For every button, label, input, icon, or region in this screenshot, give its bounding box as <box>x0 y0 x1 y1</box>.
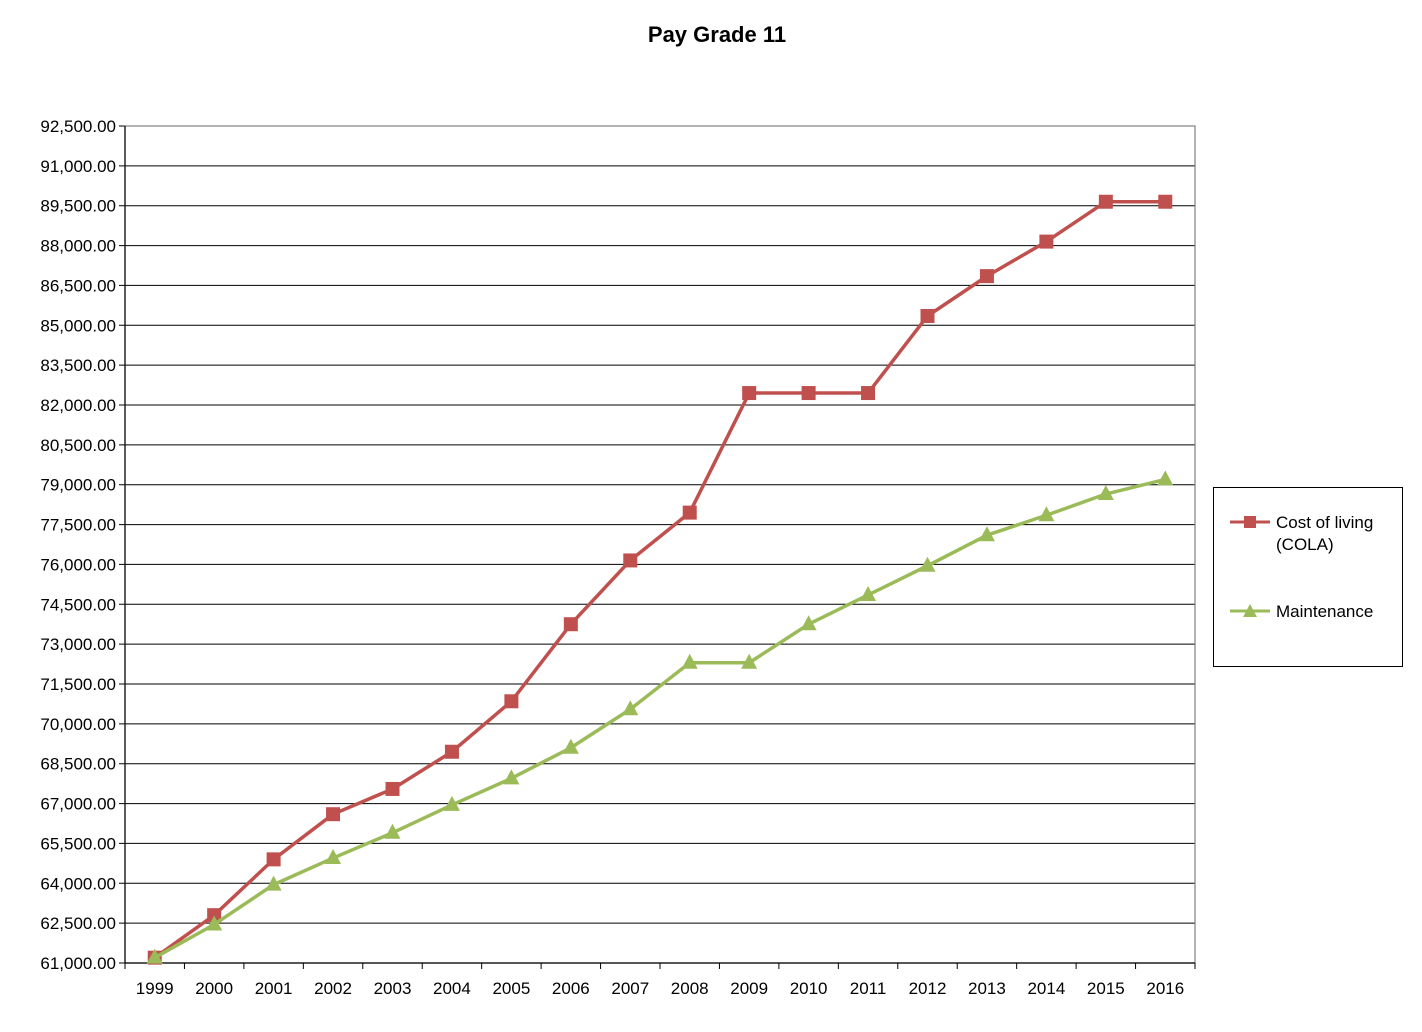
x-tick-label-2000: 2000 <box>195 979 233 998</box>
y-tick-label-3: 65,500.00 <box>40 834 116 853</box>
legend: Cost of living (COLA) Maintenance <box>1213 487 1403 667</box>
y-tick-label-6: 70,000.00 <box>40 715 116 734</box>
point-cola-2003 <box>385 781 400 796</box>
y-tick-label-0: 61,000.00 <box>40 954 116 973</box>
x-tick-label-2016: 2016 <box>1146 979 1184 998</box>
point-cola-2008 <box>682 505 697 520</box>
point-cola-2009 <box>742 386 757 401</box>
data-series <box>146 194 1174 965</box>
point-maintenance-2015 <box>1097 485 1114 501</box>
point-maintenance-2005 <box>503 769 520 785</box>
point-cola-2015 <box>1098 194 1113 209</box>
y-tick-label-13: 80,500.00 <box>40 436 116 455</box>
legend-label-maintenance: Maintenance <box>1276 602 1374 621</box>
x-tick-label-2004: 2004 <box>433 979 471 998</box>
x-tick-label-2014: 2014 <box>1027 979 1065 998</box>
point-cola-2002 <box>326 807 341 822</box>
y-tick-label-18: 88,000.00 <box>40 237 116 256</box>
y-tick-label-21: 92,500.00 <box>40 117 116 136</box>
point-maintenance-2013 <box>978 526 995 542</box>
y-tick-label-9: 74,500.00 <box>40 595 116 614</box>
legend-item-maintenance: Maintenance <box>1228 601 1394 623</box>
point-maintenance-2007 <box>622 700 639 716</box>
legend-item-cola: Cost of living (COLA) <box>1228 512 1394 556</box>
y-tick-label-10: 76,000.00 <box>40 555 116 574</box>
x-tick-label-2005: 2005 <box>492 979 530 998</box>
y-tick-label-1: 62,500.00 <box>40 914 116 933</box>
point-cola-2001 <box>266 852 281 867</box>
legend-swatch-maintenance <box>1230 604 1270 617</box>
point-cola-2010 <box>801 386 816 401</box>
y-tick-label-7: 71,500.00 <box>40 675 116 694</box>
series-1 <box>146 470 1174 964</box>
series-0 <box>147 194 1173 965</box>
y-tick-label-11: 77,500.00 <box>40 516 116 535</box>
point-maintenance-2001 <box>265 875 282 891</box>
y-tick-label-16: 85,000.00 <box>40 316 116 335</box>
point-maintenance-2003 <box>384 823 401 839</box>
point-maintenance-2006 <box>562 738 579 754</box>
x-tick-label-2012: 2012 <box>909 979 947 998</box>
plot-area-border <box>124 125 1196 964</box>
series-line-1 <box>153 477 1166 960</box>
gridlines <box>119 125 1195 964</box>
y-tick-label-8: 73,000.00 <box>40 635 116 654</box>
x-axis-tick-labels: 1999 2000 2001 2002 2003 2004 2005 2006 2007 2008… <box>136 979 1184 998</box>
point-cola-2006 <box>563 617 578 632</box>
point-maintenance-2014 <box>1038 506 1055 522</box>
x-tick-label-2007: 2007 <box>611 979 649 998</box>
point-cola-2004 <box>444 744 459 759</box>
y-tick-label-14: 82,000.00 <box>40 396 116 415</box>
legend-swatch-cola <box>1230 516 1270 528</box>
x-tick-label-2008: 2008 <box>671 979 709 998</box>
point-maintenance-2000 <box>206 915 223 931</box>
y-tick-label-17: 86,500.00 <box>40 276 116 295</box>
y-tick-label-5: 68,500.00 <box>40 755 116 774</box>
series-line-0 <box>153 199 1166 960</box>
point-maintenance-2010 <box>800 615 817 631</box>
point-maintenance-2004 <box>443 795 460 811</box>
x-tick-label-2011: 2011 <box>850 979 887 998</box>
x-tick-label-2002: 2002 <box>314 979 352 998</box>
point-maintenance-2012 <box>919 556 936 572</box>
x-tick-label-2006: 2006 <box>552 979 590 998</box>
y-tick-label-4: 67,000.00 <box>40 795 116 814</box>
point-cola-2013 <box>979 269 994 284</box>
x-tick-label-2003: 2003 <box>374 979 412 998</box>
point-cola-2000 <box>207 908 222 923</box>
point-cola-2016 <box>1158 194 1173 209</box>
chart-title: Pay Grade 11 <box>647 22 787 47</box>
y-tick-label-19: 89,500.00 <box>40 197 116 216</box>
y-tick-label-2: 64,000.00 <box>40 874 116 893</box>
x-tick-label-2013: 2013 <box>968 979 1006 998</box>
point-maintenance-2008 <box>681 653 698 669</box>
point-cola-2007 <box>623 553 638 568</box>
x-tick-label-2009: 2009 <box>730 979 768 998</box>
y-tick-label-20: 91,000.00 <box>40 157 116 176</box>
x-tick-label-2010: 2010 <box>790 979 828 998</box>
y-tick-label-12: 79,000.00 <box>40 476 116 495</box>
axes <box>124 125 1196 969</box>
point-maintenance-2016 <box>1157 470 1174 486</box>
y-axis-tick-labels: 61,000.00 62,500.00 64,000.00 65,500.00 67,0… <box>40 117 116 973</box>
point-cola-2012 <box>920 308 935 323</box>
point-cola-2005 <box>504 694 519 709</box>
point-cola-2011 <box>861 386 876 401</box>
point-cola-2014 <box>1039 234 1054 249</box>
y-tick-label-15: 83,500.00 <box>40 356 116 375</box>
point-maintenance-2011 <box>860 585 877 601</box>
point-maintenance-2009 <box>741 653 758 669</box>
point-maintenance-1999 <box>146 948 163 964</box>
x-tick-label-2001: 2001 <box>255 979 293 998</box>
x-tick-label-1999: 1999 <box>136 979 174 998</box>
legend-label-cola: Cost of living (COLA) <box>1276 513 1374 554</box>
x-tick-label-2015: 2015 <box>1087 979 1125 998</box>
point-maintenance-2002 <box>325 849 342 865</box>
